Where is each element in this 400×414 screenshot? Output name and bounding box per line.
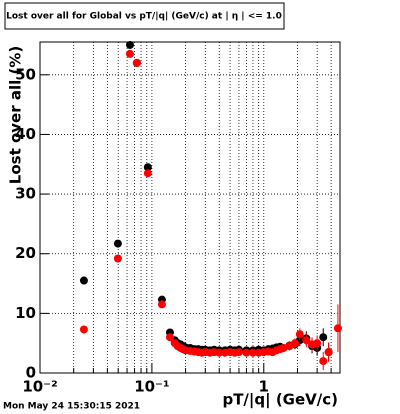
data-point bbox=[132, 58, 141, 67]
data-point bbox=[313, 339, 322, 348]
timestamp: Mon May 24 15:30:15 2021 bbox=[3, 402, 140, 412]
data-point bbox=[157, 300, 166, 309]
data-point bbox=[242, 348, 251, 357]
data-point bbox=[79, 276, 88, 285]
data-point bbox=[113, 254, 122, 263]
y-axis-label: Lost over all (%) bbox=[7, 46, 25, 184]
y-tick-label: 0 bbox=[26, 364, 36, 382]
x-tick-label: 10⁻¹ bbox=[134, 378, 169, 396]
y-tick-label: 50 bbox=[15, 65, 36, 83]
plot-frame bbox=[39, 41, 341, 374]
chart-title: Lost over all for Global vs pT/|q| (GeV/… bbox=[6, 12, 282, 22]
data-point bbox=[290, 339, 299, 348]
data-point bbox=[333, 324, 342, 333]
data-point bbox=[79, 325, 88, 334]
x-axis-label: pT/|q| (GeV/c) bbox=[222, 391, 338, 410]
data-point bbox=[319, 357, 328, 366]
data-point bbox=[319, 333, 328, 342]
data-point bbox=[234, 348, 243, 357]
data-point bbox=[279, 343, 288, 352]
data-point bbox=[125, 49, 134, 58]
y-tick-label: 10 bbox=[15, 304, 36, 322]
data-point bbox=[143, 163, 152, 172]
data-point bbox=[125, 40, 134, 49]
y-tick-label: 30 bbox=[15, 185, 36, 203]
data-point bbox=[302, 336, 311, 345]
x-tick-label: 1 bbox=[259, 378, 269, 396]
data-point bbox=[143, 169, 152, 178]
data-point bbox=[295, 330, 304, 339]
data-point bbox=[215, 348, 224, 357]
data-point bbox=[324, 348, 333, 357]
y-tick-label: 40 bbox=[15, 125, 36, 143]
data-point bbox=[165, 333, 174, 342]
data-point bbox=[248, 348, 257, 357]
data-point bbox=[113, 239, 122, 248]
title-box bbox=[4, 2, 285, 30]
y-tick-label: 20 bbox=[15, 244, 36, 262]
x-tick-label: 10⁻² bbox=[22, 378, 57, 396]
